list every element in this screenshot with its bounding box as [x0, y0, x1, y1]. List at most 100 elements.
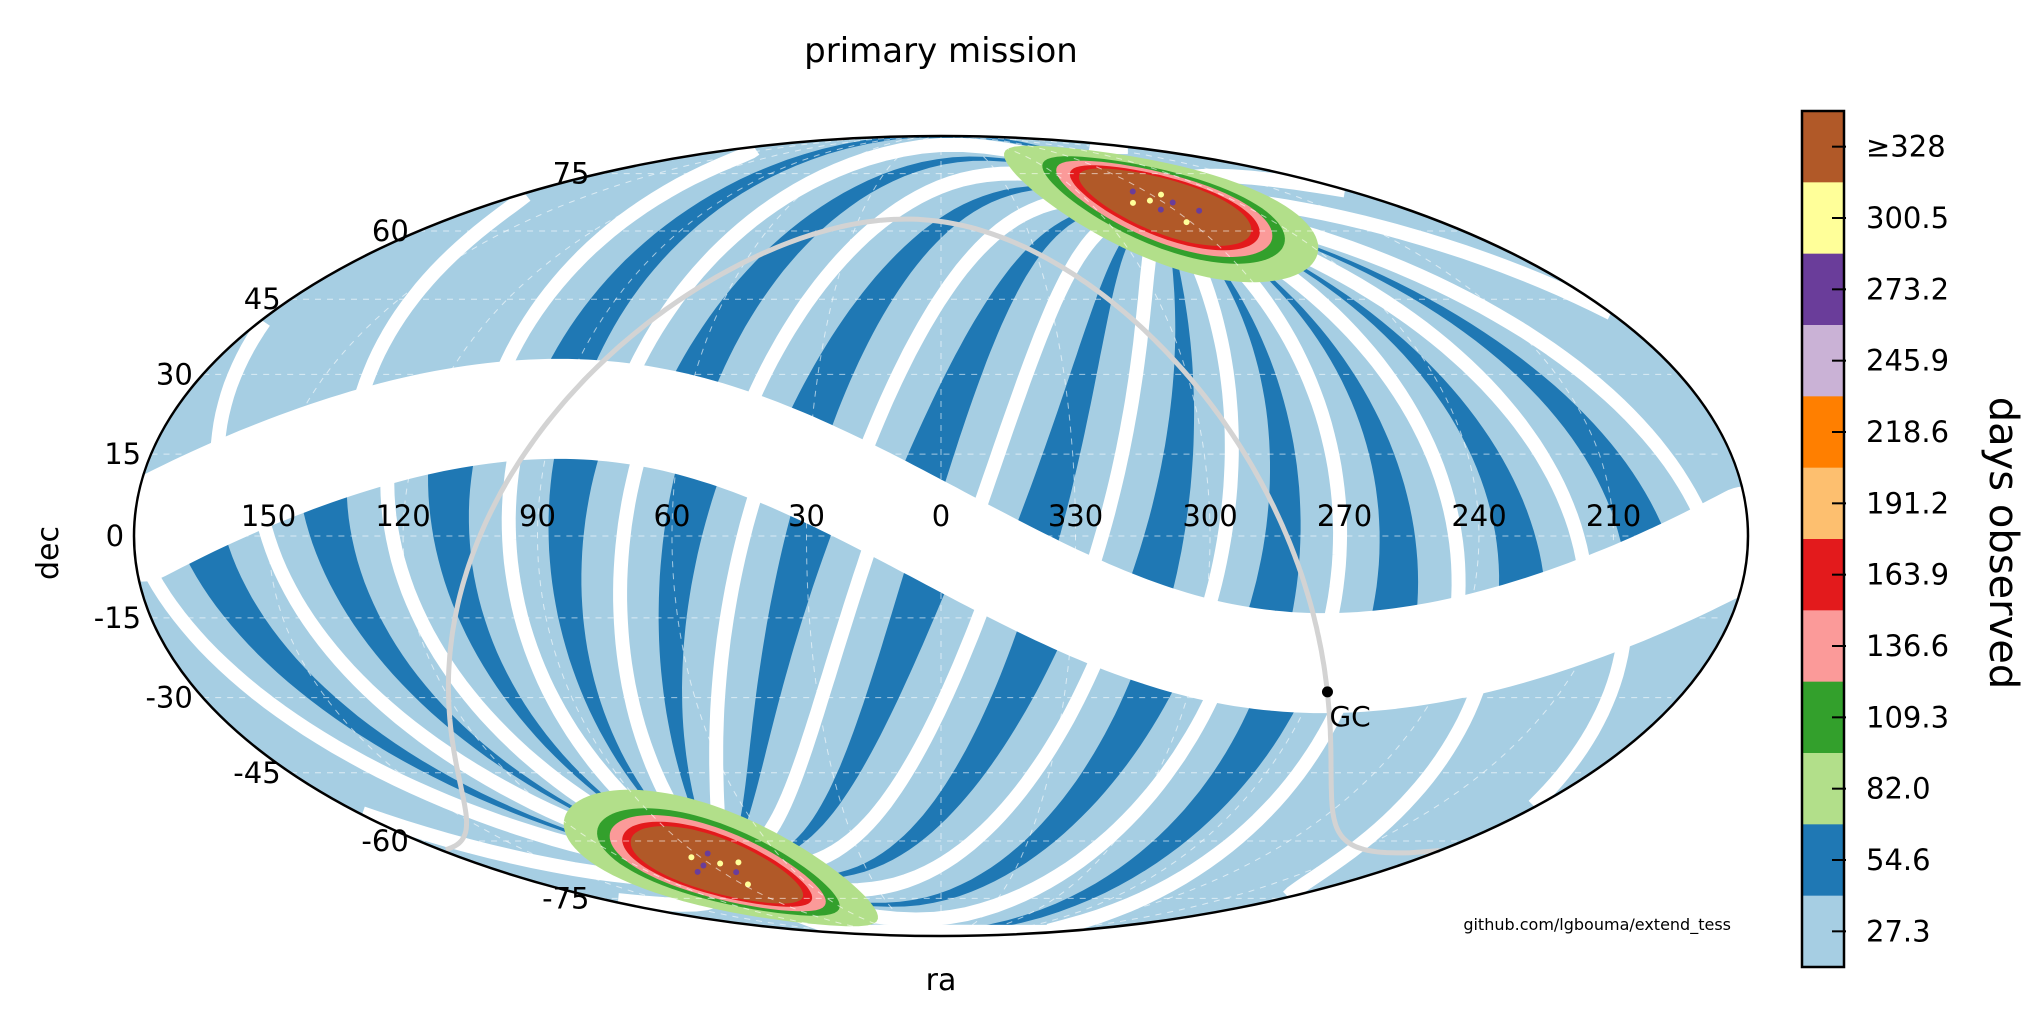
overlap-wedge: [1011, 204, 1167, 559]
ra-tick-label: 270: [1317, 499, 1372, 533]
sector-gap-line: [736, 534, 881, 866]
cvz-point: [694, 868, 701, 875]
cvz-point: [735, 859, 742, 866]
ra-tick-label: 300: [1182, 499, 1237, 533]
colorbar-tick-label: 82.0: [1866, 772, 1931, 806]
sector-gap-line: [613, 447, 703, 849]
dec-tick-label: -60: [361, 824, 408, 858]
dec-tick-label: -15: [94, 601, 141, 635]
overlap-wedge: [715, 691, 1303, 934]
overlap-wedge: [715, 498, 838, 868]
sector-gap-line: [756, 593, 994, 878]
ra-tick-label: 60: [654, 499, 691, 533]
sector-gap-line: [1210, 203, 1711, 526]
cvz-point: [1146, 197, 1153, 204]
sector-gap-line: [855, 190, 1122, 462]
sector-gap-line: [253, 506, 667, 862]
dec-tick-label: -30: [145, 681, 192, 715]
cvz-point: [733, 869, 740, 876]
cvz-point: [1196, 207, 1203, 214]
watermark: github.com/lgbouma/extend_tess: [1463, 915, 1731, 935]
dec-tick-label: 30: [156, 357, 193, 391]
sector-gap-line: [501, 440, 683, 850]
sector-gap-line: [1194, 223, 1348, 633]
colorbar-tick-label: 54.6: [1866, 843, 1931, 877]
colorbar-tick-label: 273.2: [1866, 272, 1949, 306]
ra-tick-label: 330: [1048, 499, 1103, 533]
graticule-meridian: [950, 136, 1076, 936]
overlap-wedge: [299, 475, 716, 868]
graticule-meridian: [402, 136, 903, 936]
colorbar-tick-label: 245.9: [1866, 344, 1949, 378]
ra-tick-label: 240: [1451, 499, 1506, 533]
ra-tick-label: 90: [519, 499, 556, 533]
cvz-point: [744, 881, 751, 888]
colorbar-tick-label: 27.3: [1866, 914, 1931, 948]
overlap-wedge: [715, 555, 952, 868]
colorbar-label: days observed: [1980, 397, 2026, 690]
sector-wedges: [180, 136, 1669, 934]
dec-tick-label: 60: [372, 214, 409, 248]
cvz-point: [717, 860, 724, 867]
chart-title: primary mission: [804, 31, 1078, 71]
cvz-point: [1129, 199, 1136, 206]
cvz-point: [1169, 199, 1176, 206]
sector-gap-line: [140, 562, 675, 872]
overlap-wedge: [428, 445, 716, 868]
colorbar-tick-label: 136.6: [1866, 629, 1949, 663]
cvz-point: [1157, 206, 1164, 213]
sector-gap-line: [1209, 220, 1466, 619]
cvz-point: [700, 862, 707, 869]
overlap-wedge: [715, 663, 1180, 907]
overlap-wedge: [658, 457, 723, 868]
colorbar-tick-label: 109.3: [1866, 700, 1949, 734]
graticule-meridian: [268, 136, 894, 936]
sky-map-area: [134, 136, 1748, 936]
graticule-meridian: [960, 136, 1211, 936]
dec-tick-label: -75: [542, 881, 589, 915]
overlap-wedge: [898, 203, 1167, 500]
dec-tick-label: 0: [106, 519, 124, 553]
graticule-meridian: [537, 136, 913, 936]
sector-gap-line: [1215, 213, 1593, 580]
colorbar-tick-label: 191.2: [1866, 486, 1949, 520]
sector-gaps: [140, 137, 1711, 936]
sector-gap-line: [622, 137, 1124, 384]
dec-tick-label: 45: [244, 282, 281, 316]
galactic-center-marker: [1321, 686, 1333, 698]
cvz-point: [1183, 219, 1190, 226]
cvz-point: [688, 854, 695, 861]
dec-tick-label: -45: [233, 756, 280, 790]
overlap-wedge: [1166, 204, 1301, 630]
sector-gap-line: [1173, 222, 1239, 618]
cvz-point: [1158, 191, 1165, 198]
ra-tick-labels: 150 120 90 60 30 0 330 300 270 240 210: [241, 499, 1641, 533]
overlap-wedge: [715, 614, 1065, 880]
sector-gap-line: [762, 682, 1224, 927]
colorbar-tick-label: ≥328: [1866, 130, 1946, 164]
colorbar-tick-label: 300.5: [1866, 201, 1949, 235]
dec-tick-label: 15: [104, 437, 141, 471]
cvz-point: [704, 850, 711, 857]
sector-gap-line: [969, 202, 1140, 521]
cvz-point: [1129, 188, 1136, 195]
graticule-meridian: [988, 136, 1614, 936]
sector-gap-line: [744, 690, 1351, 936]
sector-gap-line: [765, 647, 1107, 898]
galactic-plane-line: [445, 216, 1440, 856]
overlap-wedge: [1166, 204, 1546, 608]
cvz-ring: [1078, 168, 1252, 246]
ecliptic-pole-caps: [563, 145, 1319, 927]
x-axis-label: ra: [926, 963, 957, 998]
ra-tick-label: 120: [375, 499, 430, 533]
colorbar-frame: [1800, 109, 1846, 969]
graticule-meridian: [806, 136, 932, 936]
overlap-wedge: [1166, 204, 1419, 630]
ra-tick-label: 150: [241, 499, 296, 533]
graticule-meridian: [671, 136, 922, 936]
dec-tick-label: 75: [553, 157, 590, 191]
graticule-meridian: [979, 136, 1480, 936]
colorbar-tick-label: 163.9: [1866, 558, 1949, 592]
